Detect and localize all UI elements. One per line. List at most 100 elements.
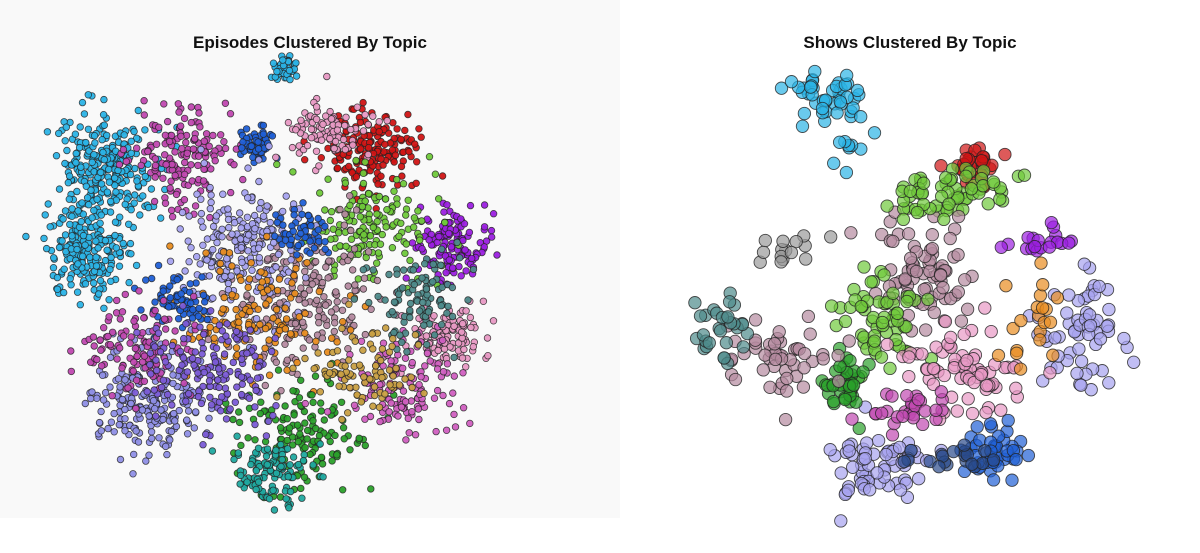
scatter-point [281,236,290,244]
scatter-point [1048,331,1062,345]
scatter-point [272,153,280,161]
scatter-point [88,158,96,166]
scatter-point [80,110,89,118]
scatter-point [484,352,492,360]
scatter-point [874,350,889,364]
scatter-point [422,285,431,293]
scatter-point [437,261,445,269]
scatter-point [199,291,208,299]
scatter-point [63,146,71,155]
scatter-point [101,236,110,245]
scatter-point [55,185,64,193]
scatter-point [688,296,702,310]
scatter-point [160,100,168,108]
scatter-point [187,161,195,169]
scatter-point [402,240,410,248]
scatter-point [402,205,411,213]
scatter-point [422,332,431,340]
scatter-point [1077,257,1091,271]
scatter-point [373,210,381,218]
scatter-point [220,350,229,358]
scatter-point [306,249,314,257]
scatter-point [96,276,105,285]
scatter-point [174,315,183,323]
scatter-point [797,361,811,375]
scatter-point [236,235,245,243]
scatter-point [198,350,206,358]
scatter-point [308,280,316,288]
scatter-point [364,150,372,159]
scatter-point [285,424,294,432]
scatter-point [159,415,167,424]
scatter-point [867,126,882,140]
scatter-point [340,435,348,443]
scatter-point [268,347,276,356]
scatter-point [242,335,250,343]
scatter-point [1074,378,1088,392]
scatter-point [409,266,417,274]
scatter-point [235,418,244,427]
scatter-point [87,186,95,194]
scatter-point [100,121,108,129]
scatter-point [183,368,192,376]
scatter-point [194,161,202,170]
scatter-point [40,234,48,243]
scatter-point [325,257,333,265]
scatter-point [250,211,259,220]
scatter-point [301,354,309,363]
scatter-point [90,150,98,159]
scatter-point [772,325,786,339]
scatter-point [200,159,208,167]
scatter-point [364,120,372,129]
scatter-point [173,275,181,284]
scatter-point [321,222,329,231]
scatter-point [112,309,121,317]
scatter-point [344,256,352,265]
scatter-point [44,200,52,208]
scatter-point [1044,215,1059,230]
scatter-point [118,364,126,372]
scatter-point [413,158,421,166]
scatter-point [797,106,812,121]
scatter-point [84,200,93,209]
scatter-point [231,398,239,406]
scatter-point [359,169,368,177]
scatter-point [365,189,373,198]
scatter-point [281,325,290,333]
scatter-point [425,236,433,244]
scatter-point [230,160,238,169]
scatter-point [175,406,183,415]
scatter-point [237,244,245,252]
scatter-point [221,99,230,107]
scatter-point [466,313,475,322]
scatter-point [326,216,334,225]
scatter-point [909,264,924,279]
scatter-point [309,398,317,407]
scatter-point [896,409,910,423]
scatter-point [418,245,426,253]
scatter-point [302,274,310,282]
scatter-point [383,116,391,125]
scatter-point [93,355,101,364]
scatter-point [76,123,84,131]
scatter-point [53,285,62,293]
scatter-point [278,455,286,464]
scatter-point [61,207,70,215]
scatter-point [62,123,71,131]
scatter-point [418,217,426,225]
scatter-point [268,132,277,140]
scatter-point [289,453,298,461]
scatter-point [301,155,309,164]
scatter-point [183,430,192,438]
scatter-point [152,356,160,364]
scatter-point [121,376,129,384]
scatter-point [270,506,279,514]
scatter-point [330,144,338,153]
scatter-point [255,205,264,213]
scatter-point [67,367,75,376]
scatter-point [408,408,416,416]
scatter-point [846,460,860,474]
scatter-point [885,389,899,403]
scatter-point [291,319,300,328]
scatter-point [103,246,111,254]
